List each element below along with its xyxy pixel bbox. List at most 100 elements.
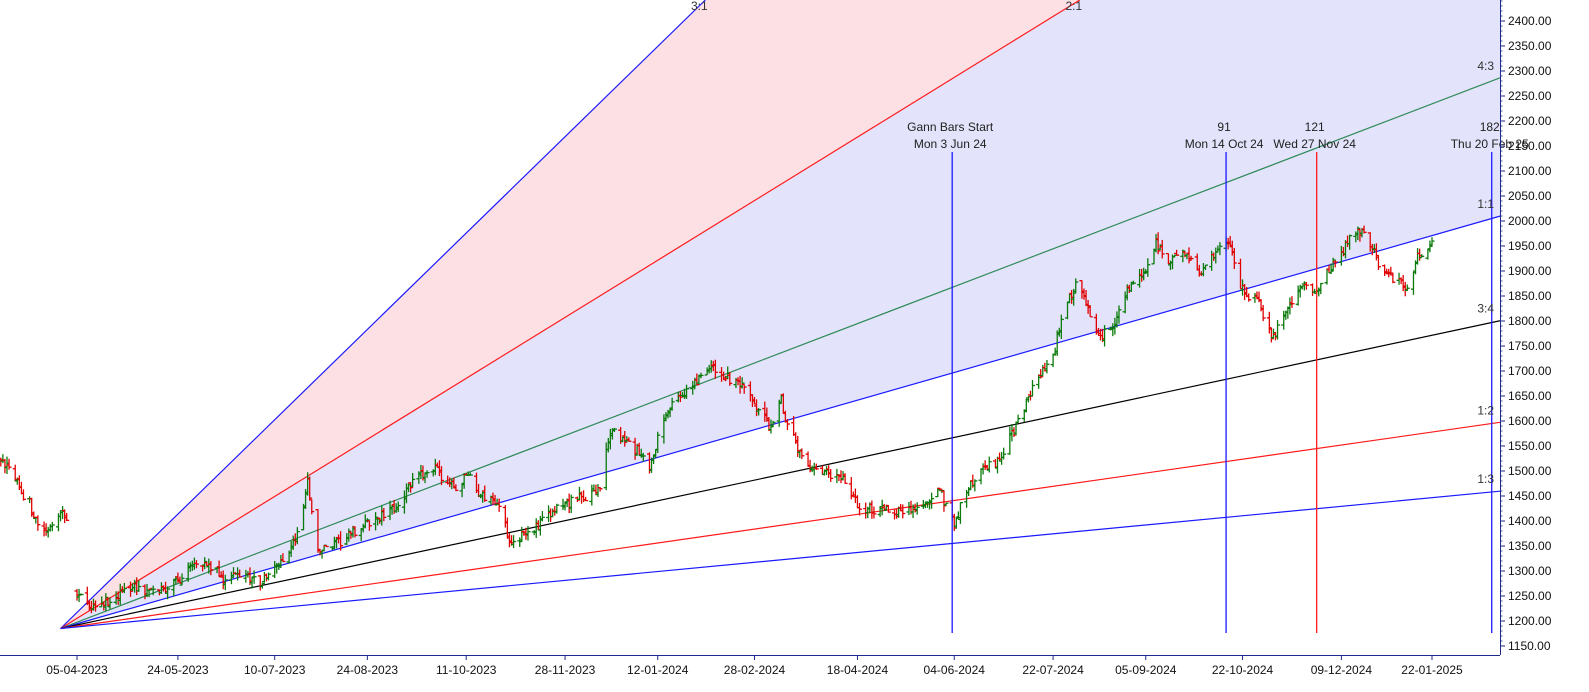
- price-bar: [1330, 257, 1336, 272]
- price-bar: [554, 503, 560, 514]
- price-bar: [813, 463, 819, 470]
- price-bar: [165, 586, 171, 600]
- price-bar: [1289, 296, 1295, 309]
- price-bar: [1145, 258, 1151, 277]
- price-bar: [496, 498, 502, 512]
- y-tick-label: 1550.00: [1508, 439, 1552, 453]
- x-tick-label: 12-01-2024: [627, 663, 689, 677]
- price-bar: [914, 502, 920, 515]
- price-bar: [424, 470, 430, 478]
- x-tick-label: 28-11-2023: [535, 663, 596, 677]
- price-bar: [1015, 414, 1021, 424]
- price-bar: [237, 569, 243, 578]
- fan-label-3-4: 3:4: [1477, 302, 1494, 316]
- price-bar: [1159, 239, 1165, 259]
- y-axis[interactable]: 1150.00 1200.00 1250.00 1300.00 1350.00 1400.…: [1500, 0, 1552, 653]
- x-tick-label: 05-09-2024: [1115, 663, 1177, 677]
- price-bar: [20, 489, 26, 501]
- price-bar: [352, 526, 358, 538]
- x-tick-label: 10-07-2023: [244, 663, 306, 677]
- price-bar: [525, 526, 531, 541]
- price-bar: [408, 482, 414, 493]
- y-tick-label: 2250.00: [1508, 89, 1552, 103]
- price-bar: [828, 469, 834, 482]
- price-bar: [222, 574, 228, 591]
- y-tick-label: 2100.00: [1508, 164, 1552, 178]
- price-bar: [1202, 264, 1208, 271]
- price-bar: [251, 570, 257, 584]
- price-bar: [937, 487, 943, 491]
- marker-date-0: Mon 3 Jun 24: [914, 137, 987, 151]
- y-tick-label: 1700.00: [1508, 364, 1552, 378]
- x-tick-label: 22-07-2024: [1022, 663, 1084, 677]
- price-bar: [1030, 379, 1036, 397]
- price-bar: [1073, 278, 1079, 293]
- price-bar: [467, 472, 473, 476]
- x-tick-label: 05-04-2023: [46, 663, 108, 677]
- x-tick-label: 28-02-2024: [724, 663, 786, 677]
- y-tick-label: 1950.00: [1508, 239, 1552, 253]
- price-bars: [0, 225, 1435, 614]
- price-bar: [539, 511, 545, 522]
- x-tick-label: 22-01-2025: [1401, 663, 1463, 677]
- x-tick-label: 11-10-2023: [436, 663, 497, 677]
- price-bar: [179, 573, 185, 586]
- price-bar: [150, 585, 156, 596]
- price-bar: [6, 458, 12, 470]
- price-bar: [1001, 447, 1007, 460]
- x-tick-label: 18-04-2024: [827, 663, 889, 677]
- fan-line-3-1: [60, 0, 706, 629]
- price-bar: [193, 560, 199, 569]
- price-bar: [655, 431, 661, 454]
- marker-date-3: Thu 20 Feb 25: [1451, 137, 1529, 151]
- price-bar: [1155, 232, 1161, 255]
- y-tick-label: 1300.00: [1508, 564, 1552, 578]
- marker-title-2: 121: [1305, 120, 1325, 134]
- price-bar: [568, 494, 574, 514]
- marker-title-3: 182: [1480, 120, 1500, 134]
- y-tick-label: 1250.00: [1508, 589, 1552, 603]
- price-bar: [1246, 293, 1252, 302]
- price-bar: [208, 561, 214, 576]
- fan-line-3-4: [60, 320, 1501, 630]
- fan-line-4-3: [60, 77, 1501, 630]
- price-bar: [669, 397, 675, 411]
- y-tick-label: 2050.00: [1508, 189, 1552, 203]
- price-bar: [1303, 281, 1309, 290]
- price-bar: [294, 527, 300, 545]
- price-bar: [1332, 260, 1338, 268]
- price-bar: [78, 593, 84, 596]
- price-bar: [1174, 249, 1180, 256]
- price-bar: [453, 484, 459, 492]
- price-bar: [929, 492, 935, 509]
- y-tick-label: 2200.00: [1508, 114, 1552, 128]
- price-bar: [1116, 305, 1122, 324]
- price-bar: [640, 452, 646, 462]
- price-bar: [784, 418, 790, 431]
- price-bar: [1419, 254, 1425, 259]
- y-tick-label: 1850.00: [1508, 289, 1552, 303]
- price-bar: [1044, 359, 1050, 374]
- price-bar: [511, 535, 517, 549]
- price-bar: [1260, 305, 1266, 322]
- y-tick-label: 1600.00: [1508, 414, 1552, 428]
- price-bar: [438, 466, 444, 486]
- y-tick-label: 2000.00: [1508, 214, 1552, 228]
- x-tick-label: 09-12-2024: [1311, 663, 1373, 677]
- price-bar: [307, 476, 313, 501]
- price-bar: [1347, 234, 1353, 250]
- price-bar: [698, 372, 704, 379]
- x-tick-label: 24-08-2023: [337, 663, 399, 677]
- price-bar: [900, 504, 906, 519]
- price-bar: [93, 600, 99, 612]
- price-bar: [1404, 284, 1410, 292]
- marker-date-1: Mon 14 Oct 24: [1185, 137, 1264, 151]
- x-axis[interactable]: 202305-04-202324-05-202310-07-202324-08-…: [0, 655, 1463, 677]
- fan-label-1-1: 1:1: [1477, 197, 1494, 211]
- price-bar: [1275, 320, 1281, 340]
- y-tick-label: 2350.00: [1508, 39, 1552, 53]
- fan-line-1-2: [60, 421, 1501, 630]
- y-tick-label: 1450.00: [1508, 489, 1552, 503]
- price-bar: [626, 437, 632, 442]
- fan-label-4-3: 4:3: [1477, 59, 1494, 73]
